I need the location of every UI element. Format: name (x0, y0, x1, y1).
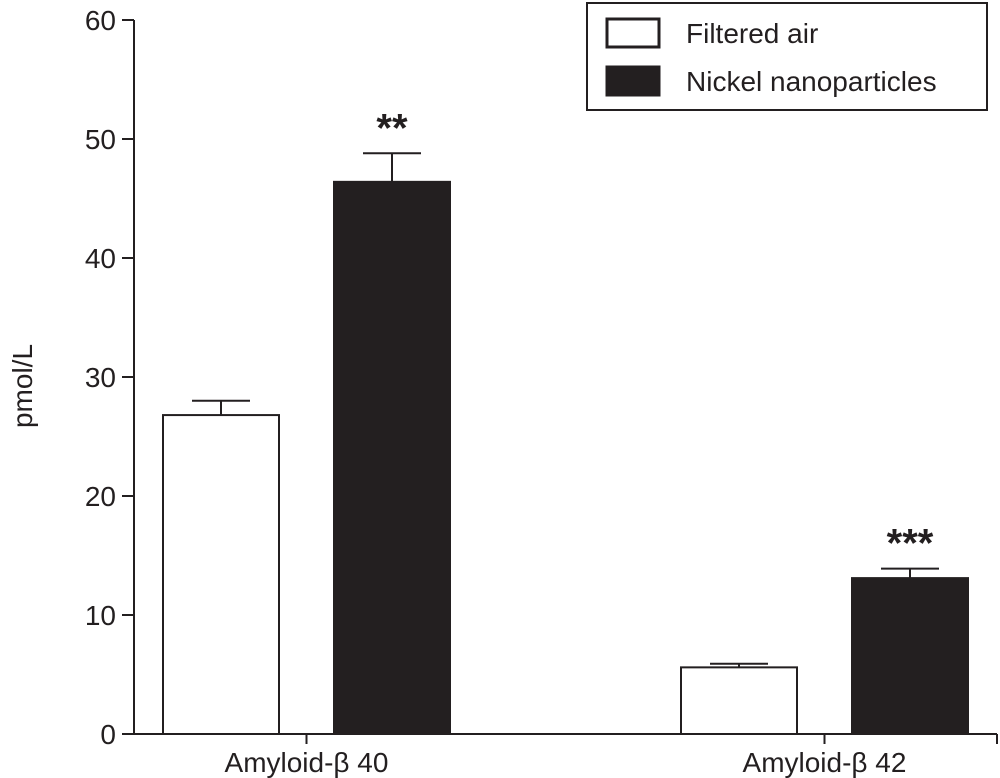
y-tick-label: 50 (85, 124, 116, 155)
bar (333, 180, 451, 735)
legend-label: Nickel nanoparticles (686, 66, 937, 97)
bar (162, 414, 280, 735)
y-tick-label: 20 (85, 481, 116, 512)
y-axis-label: pmol/L (7, 344, 38, 428)
bar (680, 666, 798, 735)
y-axis: 0 10 20 30 40 50 60 (85, 5, 135, 750)
y-tick-label: 60 (85, 5, 116, 36)
legend: Filtered air Nickel nanoparticles (586, 2, 988, 111)
y-tick-label: 10 (85, 600, 116, 631)
legend-swatch (605, 65, 661, 97)
bars (162, 180, 969, 735)
x-tick-label: Amyloid-β 42 (743, 747, 907, 778)
significance-label: *** (887, 522, 934, 566)
y-tick-label: 0 (100, 719, 116, 750)
significance-annotations: ***** (376, 106, 933, 565)
x-axis: Amyloid-β 40 Amyloid-β 42 (134, 733, 998, 778)
y-tick-label: 40 (85, 243, 116, 274)
error-bars (192, 152, 939, 668)
significance-label: ** (376, 106, 408, 150)
legend-label: Filtered air (686, 18, 818, 49)
bar (851, 577, 969, 735)
x-tick-label: Amyloid-β 40 (225, 747, 389, 778)
legend-swatch (605, 17, 661, 49)
y-tick-label: 30 (85, 362, 116, 393)
